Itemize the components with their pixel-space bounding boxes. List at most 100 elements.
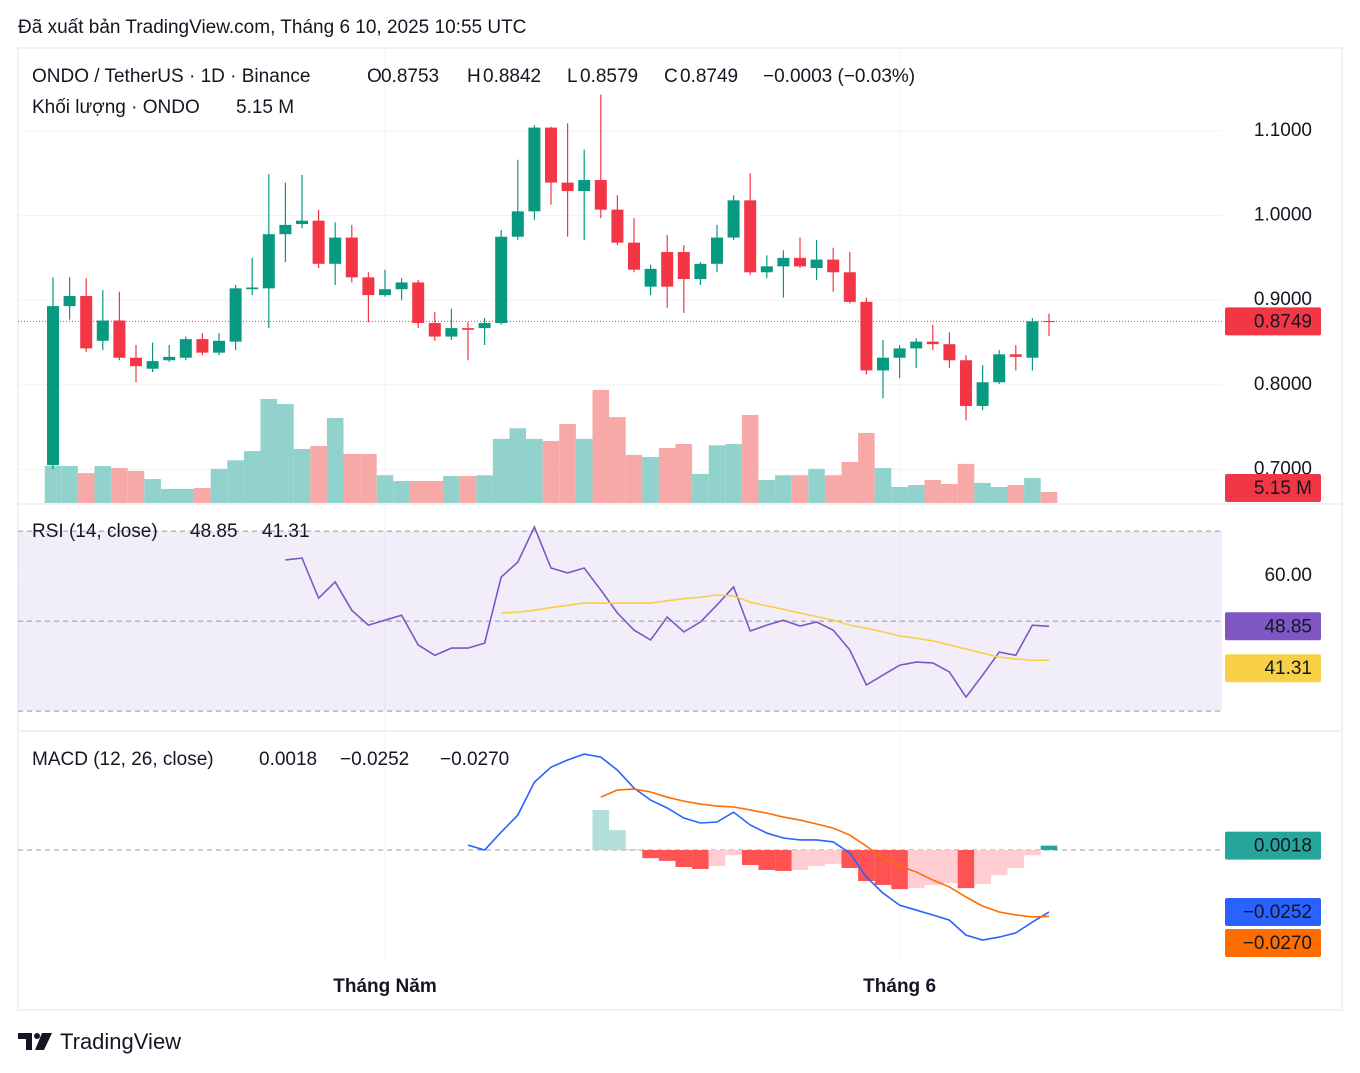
volume-bar xyxy=(990,486,1008,503)
histogram-bar xyxy=(791,850,809,870)
volume-title: Khối lượng · ONDO xyxy=(32,97,200,118)
histogram-bar xyxy=(609,830,626,851)
published-note: Đã xuất bản TradingView.com, Tháng 6 10,… xyxy=(18,17,526,38)
volume-bar xyxy=(509,428,527,503)
candle-body xyxy=(545,127,557,183)
histogram-bar xyxy=(841,850,859,868)
volume-bar xyxy=(941,483,958,503)
labels-layer: Tháng Năm Tháng 60.70000.80000.90001.0000… xyxy=(333,120,1321,997)
indicator-line xyxy=(467,753,1050,941)
candle-body xyxy=(163,356,176,361)
candle-body xyxy=(495,236,508,324)
candle-body xyxy=(727,200,740,238)
candle-body xyxy=(960,360,972,406)
candle-body xyxy=(993,354,1006,383)
volume-bar xyxy=(144,479,161,503)
volume-bar xyxy=(874,467,892,503)
y-tick-label: 1.1000 xyxy=(1254,120,1312,141)
value-label-box xyxy=(1225,612,1321,641)
volume-bar xyxy=(924,479,942,503)
candle-body xyxy=(661,251,674,287)
rsi-title: RSI (14, close) xyxy=(32,521,158,542)
candle-body xyxy=(777,257,790,267)
volume-bar xyxy=(443,476,460,503)
candle-body xyxy=(445,328,458,337)
histogram-bar xyxy=(891,850,908,890)
candle-body xyxy=(329,237,342,264)
volume-bar xyxy=(1007,485,1025,503)
value-label-box xyxy=(1225,898,1321,927)
value-label-box xyxy=(1225,654,1321,683)
histogram-bar xyxy=(708,850,726,867)
y-tick-label: 1.0000 xyxy=(1254,205,1312,226)
volume-bar xyxy=(194,488,211,503)
histogram-bar xyxy=(741,850,759,866)
logo-part xyxy=(18,1033,32,1050)
volume-bar xyxy=(725,444,742,503)
y-tick-label: 0.8000 xyxy=(1254,374,1312,395)
histogram-bar xyxy=(658,850,676,861)
value-label-box xyxy=(1225,831,1321,860)
volume-bar xyxy=(476,475,493,503)
candle-body xyxy=(943,344,956,361)
rsi-value: 48.85 xyxy=(190,521,238,542)
macd-hist-value: 0.0018 xyxy=(259,749,317,770)
volume-bar xyxy=(957,463,975,503)
volume-bar xyxy=(841,461,859,503)
candle-body xyxy=(711,237,723,264)
histogram-bar xyxy=(1040,845,1058,851)
histogram-bar xyxy=(924,850,942,885)
value-label: −0.0270 xyxy=(1243,933,1312,954)
candle-body xyxy=(578,180,591,192)
volume-bar xyxy=(459,476,477,503)
volume-bar xyxy=(177,488,195,503)
candle-body xyxy=(827,259,840,273)
volume-bar xyxy=(393,480,410,503)
volume-bar xyxy=(326,417,344,503)
volume-bar xyxy=(77,473,95,503)
histogram-bar xyxy=(808,850,825,867)
candle-body xyxy=(611,209,624,243)
candle-body xyxy=(362,277,375,296)
volume-bar xyxy=(791,475,809,503)
candle-body xyxy=(594,180,607,210)
candle-body xyxy=(877,357,889,371)
candle-body xyxy=(379,289,391,296)
candle-body xyxy=(213,340,225,353)
volume-bar xyxy=(692,473,709,503)
candle-body xyxy=(63,295,76,307)
histogram-bar xyxy=(692,850,709,869)
volume-bar xyxy=(891,486,908,503)
value-label: 0.8749 xyxy=(1254,311,1312,332)
candle-body xyxy=(47,306,59,466)
candle-body xyxy=(96,320,109,341)
histogram-bar xyxy=(625,849,643,851)
volume-bar xyxy=(293,448,311,503)
candle-body xyxy=(262,234,275,289)
volume-bar xyxy=(824,475,842,503)
volume-bar xyxy=(343,453,361,503)
histogram-bar xyxy=(1007,850,1025,868)
volume-bar xyxy=(376,475,394,503)
candle-body xyxy=(843,272,856,302)
ohlc-low: 0.8579 xyxy=(580,66,638,87)
x-tick-label: Tháng Năm xyxy=(333,976,436,997)
candle-body xyxy=(345,237,358,278)
volume-bar xyxy=(858,432,875,503)
volume-bar xyxy=(1040,491,1058,503)
volume-bar xyxy=(526,438,543,503)
candle-body xyxy=(428,323,441,337)
volume-bar xyxy=(625,454,643,503)
chart-frame xyxy=(17,47,1343,1011)
volume-bar xyxy=(44,466,62,503)
volume-bar xyxy=(575,438,593,503)
indicator-line xyxy=(501,594,1050,662)
volume-bar xyxy=(808,468,825,503)
histogram-bar xyxy=(775,850,792,871)
histogram-bar xyxy=(874,850,892,885)
signal-value: −0.0270 xyxy=(440,749,509,770)
value-label: 0.0018 xyxy=(1254,836,1312,857)
histogram-bar xyxy=(907,850,925,889)
ohlc-letter: H xyxy=(467,66,481,87)
